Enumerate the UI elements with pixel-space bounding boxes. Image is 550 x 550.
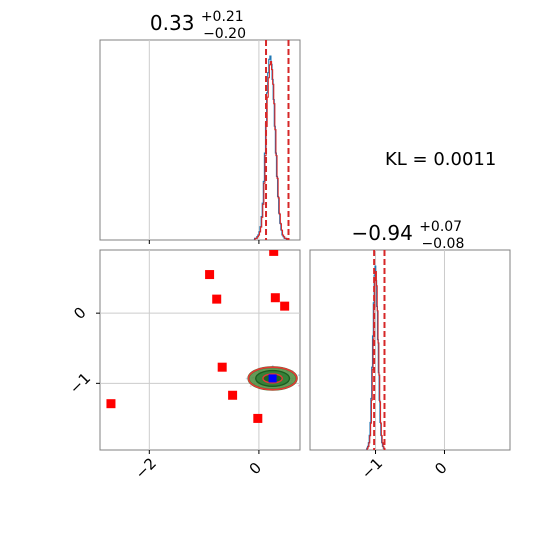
y-tick-label-0: −1 xyxy=(66,369,94,397)
panel-bottom-left-points xyxy=(106,250,290,423)
sample-dot xyxy=(303,385,305,387)
panel-top-left-quantile-lines xyxy=(265,40,290,240)
median-marker xyxy=(268,374,277,383)
panel-bottom-right-frame xyxy=(309,249,511,451)
panel-bottom-right-quantile-lines xyxy=(373,250,386,450)
panel-top-left-title-upper: +0.21 xyxy=(201,9,244,25)
panel-top-left-ticks xyxy=(148,240,260,244)
red-square-point-5 xyxy=(253,413,263,423)
panel-top-left-title: 0.33 +0.21 −0.20 xyxy=(150,2,250,42)
red-square-point-2 xyxy=(212,294,222,304)
panel-bottom-left: −2 0 −1 0 xyxy=(66,249,305,483)
red-square-point-8 xyxy=(280,301,290,311)
panel-top-left-histogram xyxy=(253,55,288,240)
x-tick-label-0: −1 xyxy=(358,454,386,482)
red-square-point-7 xyxy=(270,293,280,303)
panel-bottom-right-title-upper: +0.07 xyxy=(419,219,462,235)
sample-dot xyxy=(303,378,305,380)
panel-bottom-right-histogram xyxy=(365,265,386,450)
panel-bottom-right-grid xyxy=(375,250,445,450)
panel-bottom-right-title-value: −0.94 xyxy=(352,221,413,245)
histogram-series-red xyxy=(366,270,386,450)
panel-top-left-frame xyxy=(99,39,301,241)
panel-top-left: 0.33 +0.21 −0.20 xyxy=(99,2,301,244)
red-square-point-0 xyxy=(106,399,116,409)
panel-bottom-right-title-lower: −0.08 xyxy=(421,236,464,252)
panel-bottom-right: −1 0 −0.94 +0.07 −0.08 xyxy=(309,212,511,483)
x-tick-label-1: 0 xyxy=(246,459,265,478)
panel-bottom-right-title: −0.94 +0.07 −0.08 xyxy=(352,212,469,252)
contour-outline xyxy=(247,366,298,391)
red-square-point-4 xyxy=(228,390,238,400)
sample-dot xyxy=(249,385,252,388)
sample-dot xyxy=(297,384,300,387)
panel-bottom-right-ticks: −1 0 xyxy=(358,450,451,483)
sample-dot xyxy=(245,377,248,380)
x-tick-label-1: 0 xyxy=(431,459,450,478)
panel-bottom-left-grid xyxy=(100,250,300,450)
red-square-point-3 xyxy=(217,362,227,372)
panel-top-left-grid xyxy=(148,40,260,240)
red-square-point-6 xyxy=(269,250,279,256)
sample-dot xyxy=(297,374,300,377)
x-tick-label-0: −2 xyxy=(132,454,160,482)
kl-annotation: KL = 0.0011 xyxy=(385,149,496,170)
red-square-point-1 xyxy=(205,270,215,280)
panel-top-left-title-value: 0.33 xyxy=(150,11,195,35)
panel-top-left-title-lower: −0.20 xyxy=(203,26,246,42)
panel-bottom-left-frame xyxy=(99,249,301,451)
histogram-series-blue xyxy=(365,265,385,450)
histogram-series-red xyxy=(254,60,288,240)
y-tick-label-1: 0 xyxy=(70,303,89,322)
